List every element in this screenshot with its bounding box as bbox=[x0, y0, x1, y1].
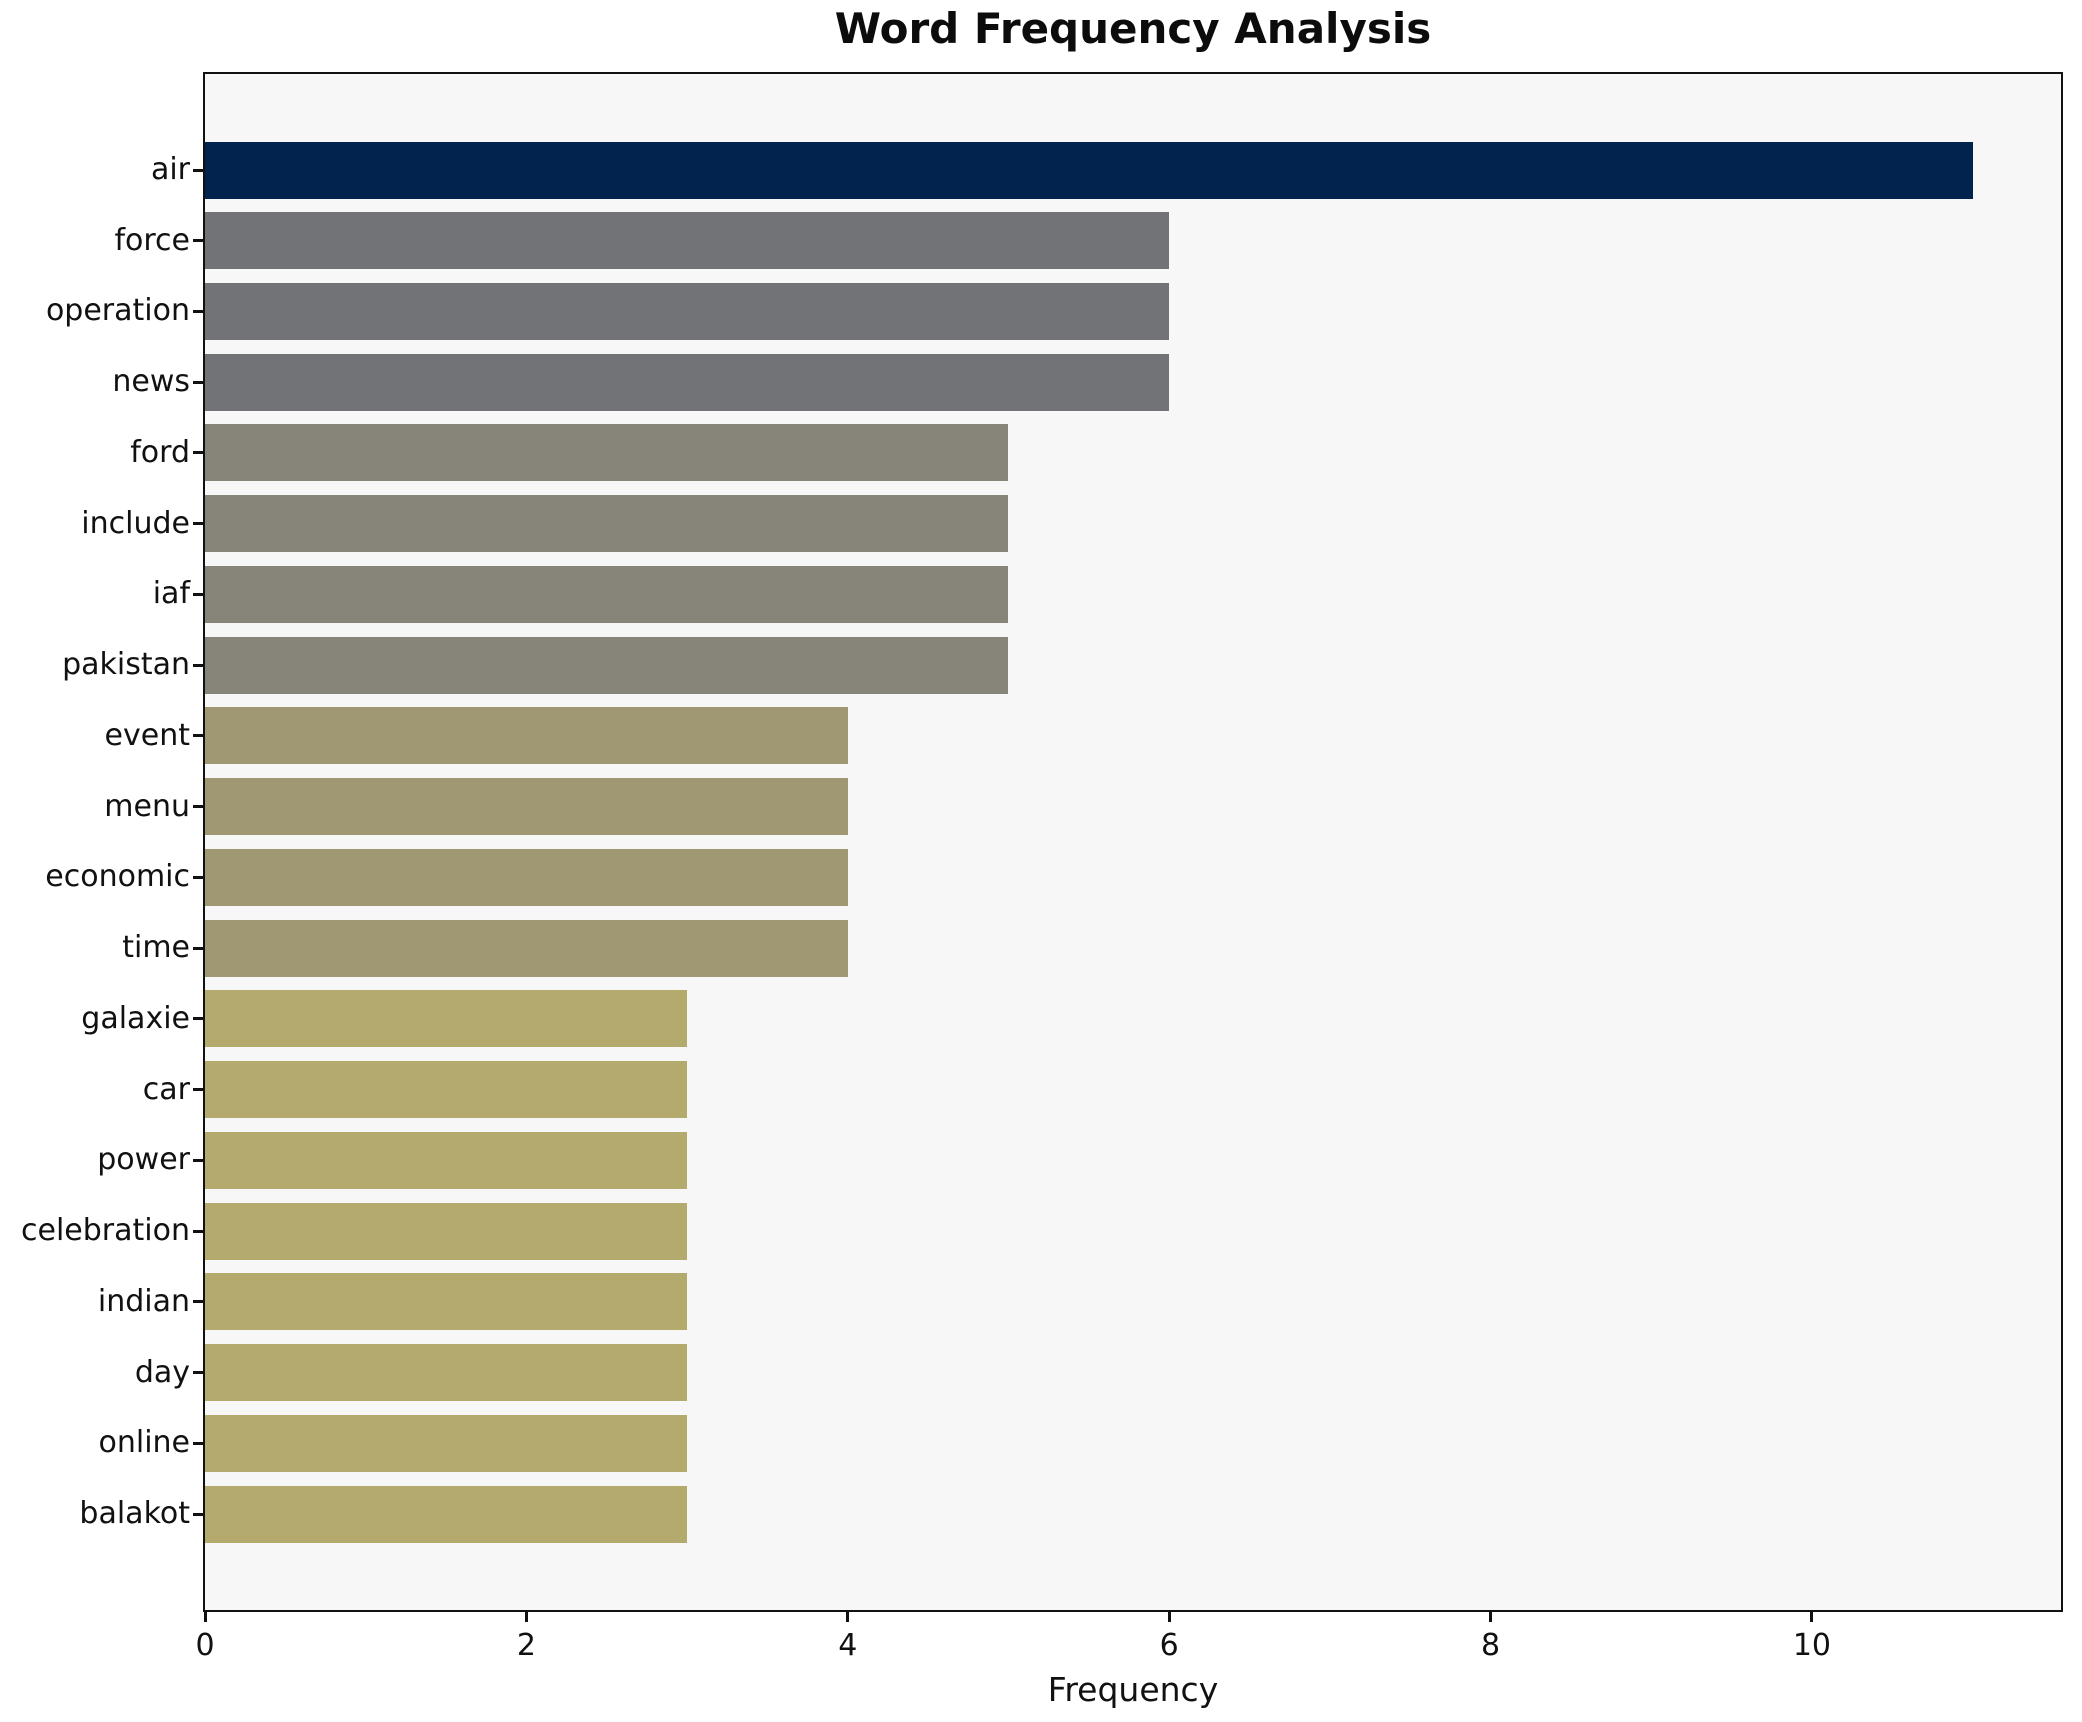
y-tick-mark bbox=[193, 451, 203, 455]
bar-power bbox=[205, 1131, 687, 1189]
bar-indian bbox=[205, 1273, 687, 1331]
x-tick-label: 10 bbox=[1792, 1628, 1832, 1663]
y-tick-mark bbox=[193, 1512, 203, 1516]
y-tick-label-event: event bbox=[104, 717, 190, 753]
y-tick-mark bbox=[193, 522, 203, 526]
y-tick-mark bbox=[193, 1017, 203, 1021]
y-tick-label-power: power bbox=[97, 1142, 190, 1178]
y-tick-mark bbox=[193, 805, 203, 809]
bar-menu bbox=[205, 778, 848, 836]
bar-celebration bbox=[205, 1202, 687, 1260]
y-tick-mark bbox=[193, 875, 203, 879]
y-tick-label-celebration: celebration bbox=[21, 1213, 190, 1249]
y-tick-label-pakistan: pakistan bbox=[62, 647, 190, 683]
y-tick-mark bbox=[193, 1300, 203, 1304]
y-tick-label-car: car bbox=[142, 1071, 190, 1107]
x-tick-label: 8 bbox=[1480, 1628, 1501, 1663]
y-tick-label-iaf: iaf bbox=[152, 576, 190, 612]
bar-force bbox=[205, 212, 1169, 270]
y-tick-mark bbox=[193, 168, 203, 172]
bar-online bbox=[205, 1414, 687, 1472]
x-tick-mark bbox=[846, 1612, 850, 1622]
y-tick-mark bbox=[193, 1158, 203, 1162]
y-tick-label-ford: ford bbox=[130, 434, 190, 470]
bar-car bbox=[205, 1061, 687, 1119]
y-tick-mark bbox=[193, 734, 203, 738]
chart-title: Word Frequency Analysis bbox=[834, 4, 1432, 53]
y-tick-label-balakot: balakot bbox=[79, 1496, 190, 1531]
bar-galaxie bbox=[205, 990, 687, 1048]
y-tick-mark bbox=[193, 592, 203, 596]
y-tick-label-menu: menu bbox=[104, 788, 190, 824]
x-axis-label: Frequency bbox=[1047, 1670, 1219, 1709]
y-tick-label-galaxie: galaxie bbox=[81, 1000, 190, 1036]
x-tick-label: 0 bbox=[195, 1628, 215, 1663]
y-tick-mark bbox=[193, 1371, 203, 1375]
y-tick-label-day: day bbox=[134, 1354, 190, 1390]
x-tick-label: 4 bbox=[838, 1628, 858, 1663]
bar-news bbox=[205, 353, 1169, 411]
x-tick-mark bbox=[1167, 1612, 1171, 1622]
bar-pakistan bbox=[205, 636, 1008, 694]
y-tick-label-indian: indian bbox=[97, 1283, 190, 1319]
y-tick-label-air: air bbox=[150, 152, 190, 187]
y-tick-mark bbox=[193, 1441, 203, 1445]
y-tick-label-economic: economic bbox=[45, 859, 190, 895]
bar-air bbox=[205, 141, 1973, 199]
y-tick-label-online: online bbox=[98, 1425, 190, 1461]
bar-iaf bbox=[205, 565, 1008, 623]
bar-ford bbox=[205, 424, 1008, 482]
y-tick-mark bbox=[193, 380, 203, 384]
bar-day bbox=[205, 1344, 687, 1402]
bar-time bbox=[205, 919, 848, 977]
bar-balakot bbox=[205, 1485, 687, 1543]
bar-event bbox=[205, 707, 848, 765]
y-tick-mark bbox=[193, 946, 203, 950]
plot-area bbox=[203, 72, 2063, 1612]
bar-include bbox=[205, 495, 1008, 553]
y-tick-mark bbox=[193, 663, 203, 667]
y-tick-label-include: include bbox=[81, 505, 190, 541]
y-tick-mark bbox=[193, 1088, 203, 1092]
x-tick-label: 2 bbox=[516, 1628, 536, 1663]
y-tick-label-news: news bbox=[112, 364, 190, 400]
x-tick-mark bbox=[203, 1612, 207, 1622]
y-tick-label-force: force bbox=[114, 222, 190, 258]
y-tick-mark bbox=[193, 1229, 203, 1233]
x-tick-label: 6 bbox=[1159, 1628, 1179, 1663]
x-tick-mark bbox=[1810, 1612, 1814, 1622]
bar-economic bbox=[205, 848, 848, 906]
y-tick-mark bbox=[193, 309, 203, 313]
y-tick-mark bbox=[193, 239, 203, 243]
bar-operation bbox=[205, 282, 1169, 340]
x-tick-mark bbox=[524, 1612, 528, 1622]
y-tick-label-time: time bbox=[122, 930, 190, 966]
y-tick-label-operation: operation bbox=[45, 293, 190, 329]
x-tick-mark bbox=[1489, 1612, 1493, 1622]
